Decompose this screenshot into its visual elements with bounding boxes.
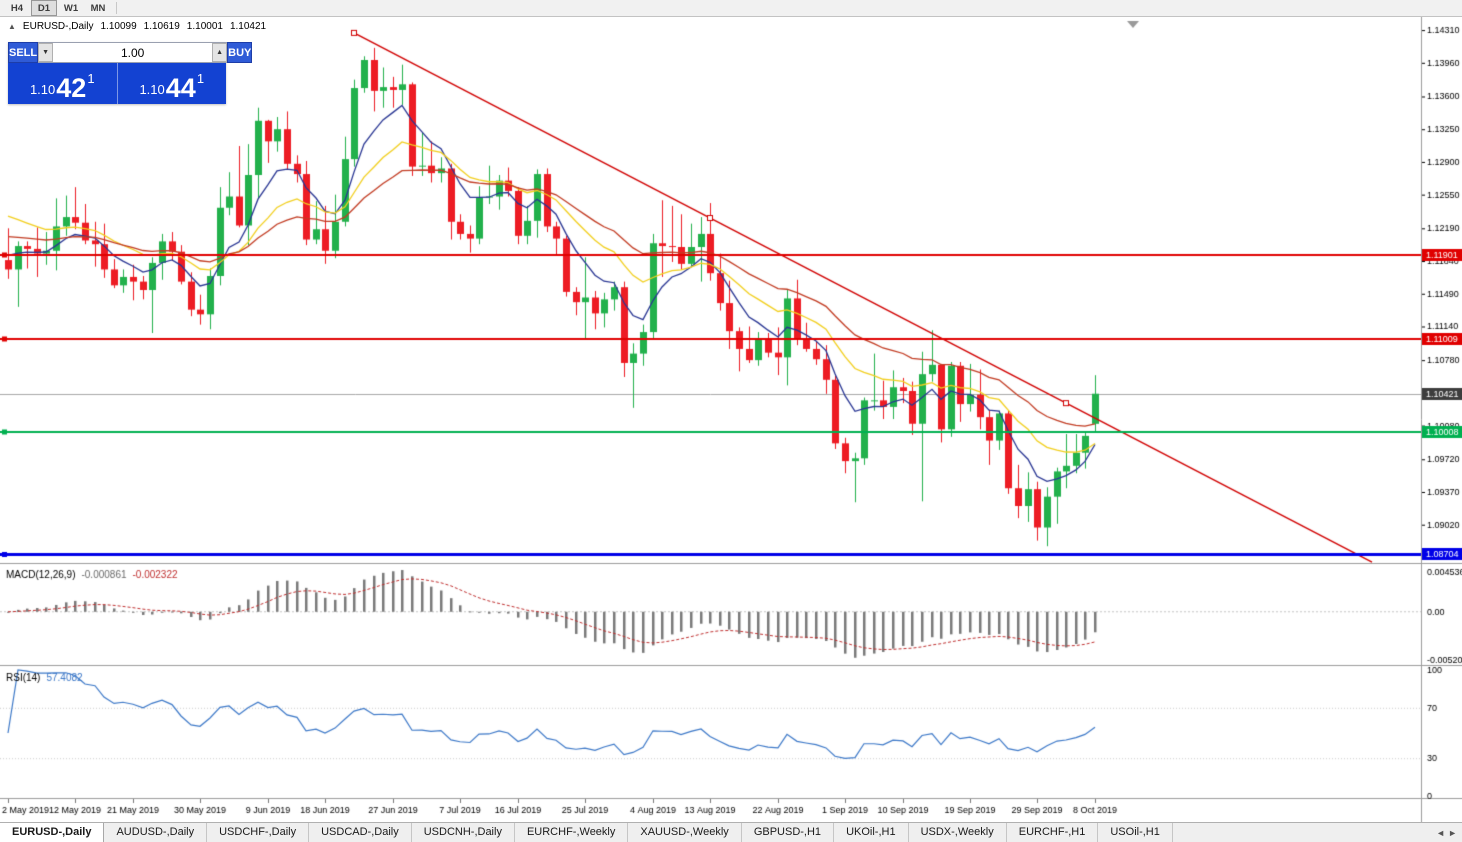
timeframe-d1[interactable]: D1 [31, 0, 57, 16]
tab-eurusd-daily[interactable]: EURUSD-,Daily [0, 823, 105, 842]
volume-input[interactable] [53, 43, 213, 62]
timeframe-h4[interactable]: H4 [10, 2, 24, 14]
ohlc-high: 1.10619 [143, 21, 180, 32]
buy-price-big: 44 [165, 73, 196, 104]
chart-tab-bar: EURUSD-,Daily AUDUSD-,Daily USDCHF-,Dail… [0, 822, 1462, 842]
ohlc-low: 1.10001 [186, 21, 223, 32]
buy-price-display[interactable]: 1.10 44 1 [116, 63, 227, 104]
timeframe-mn[interactable]: MN [90, 2, 106, 14]
sell-price-big: 42 [56, 73, 87, 104]
ohlc-open: 1.10099 [100, 21, 137, 32]
sell-price-prefix: 1.10 [29, 82, 56, 97]
tab-usdchf-daily[interactable]: USDCHF-,Daily [207, 823, 310, 842]
tab-gbpusd-h1[interactable]: GBPUSD-,H1 [742, 823, 835, 842]
buy-button[interactable]: BUY [227, 42, 253, 63]
sell-price-display[interactable]: 1.10 42 1 [8, 63, 117, 104]
collapse-quote-panel-icon[interactable]: ▲ [8, 21, 16, 31]
tab-scroll-left-icon[interactable]: ◄ [1436, 827, 1446, 838]
volume-stepper: ▼ ▲ [38, 42, 228, 63]
one-click-trading-panel: SELL ▼ ▲ BUY 1.10 42 1 1.10 44 1 [8, 42, 253, 104]
buy-price-prefix: 1.10 [139, 82, 165, 97]
tab-scroll-arrows: ◄ ► [1436, 823, 1462, 842]
timeframe-toolbar: H4 D1 W1 MN [0, 0, 1462, 17]
tab-usdx-weekly[interactable]: USDX-,Weekly [909, 823, 1007, 842]
tab-usdcnh-daily[interactable]: USDCNH-,Daily [412, 823, 515, 842]
tab-spacer [1173, 823, 1436, 842]
chart-canvas[interactable] [0, 17, 1462, 822]
tab-eurchf-h1[interactable]: EURCHF-,H1 [1007, 823, 1099, 842]
tab-usdcad-daily[interactable]: USDCAD-,Daily [309, 823, 412, 842]
tab-ukoil-h1[interactable]: UKOil-,H1 [834, 823, 909, 842]
buy-price-sup: 1 [196, 71, 205, 86]
chart-symbol-label: EURUSD-,Daily [22, 21, 94, 32]
sell-button[interactable]: SELL [8, 42, 39, 63]
sell-price-sup: 1 [87, 71, 95, 86]
ohlc-close: 1.10421 [229, 21, 267, 32]
tab-xauusd-weekly[interactable]: XAUUSD-,Weekly [628, 823, 742, 842]
tab-audusd-daily[interactable]: AUDUSD-,Daily [104, 823, 208, 842]
volume-down-icon[interactable]: ▼ [38, 43, 54, 62]
tab-eurchf-weekly[interactable]: EURCHF-,Weekly [515, 823, 629, 842]
timeframe-w1[interactable]: W1 [63, 2, 79, 14]
toolbar-separator [116, 2, 117, 14]
tab-usoil-h1[interactable]: USOil-,H1 [1098, 823, 1173, 842]
chart-info-line: ▲ EURUSD-,Daily 1.10099 1.10619 1.10001 … [8, 21, 266, 32]
tab-scroll-right-icon[interactable]: ► [1448, 827, 1457, 838]
volume-up-icon[interactable]: ▲ [212, 43, 228, 62]
